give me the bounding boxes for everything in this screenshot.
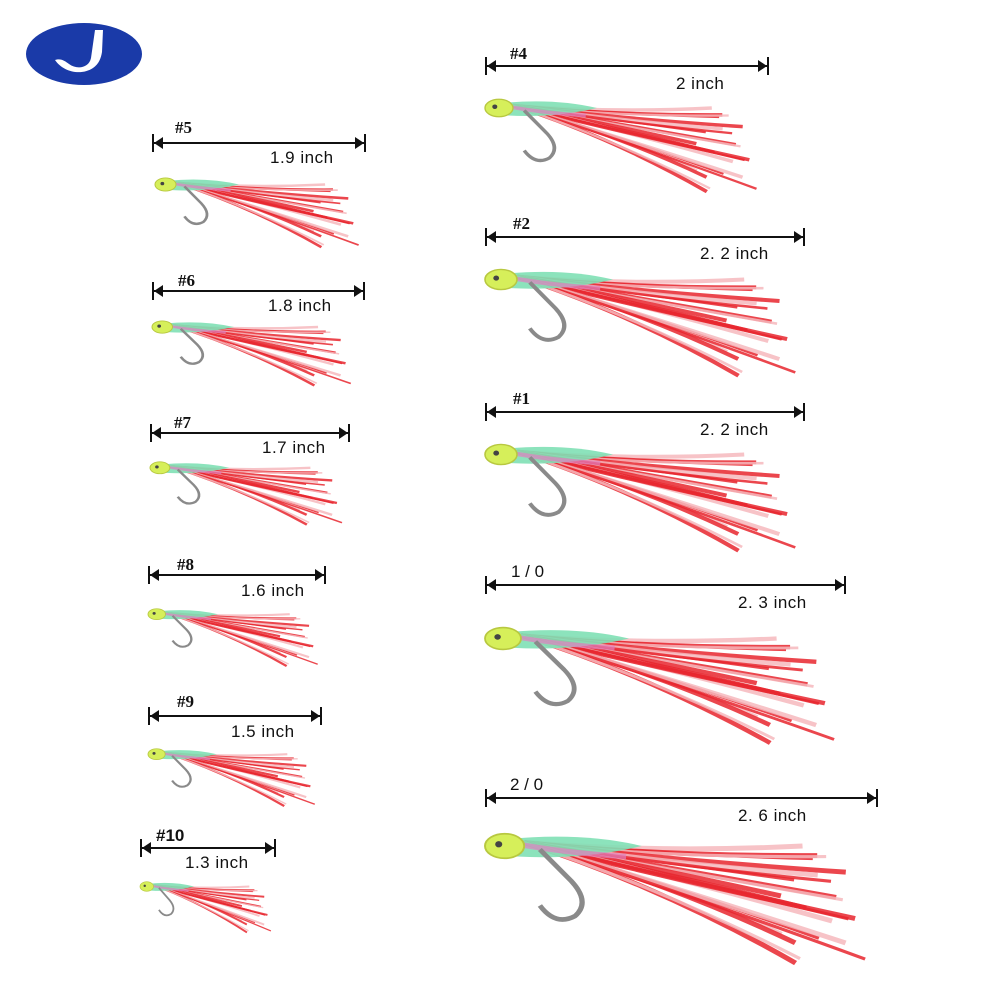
fly-lure-image [147, 608, 318, 667]
dimension-line [148, 707, 322, 725]
size-label: 1 / 0 [511, 562, 545, 581]
length-label: 1.8 inch [268, 296, 332, 315]
length-label: 1.3 inch [185, 853, 249, 872]
dimension-line [152, 134, 366, 152]
dimension-line [152, 282, 365, 300]
size-label: #2 [513, 214, 530, 233]
dimension-line [485, 57, 769, 75]
size-label: 2 / 0 [510, 775, 544, 794]
length-label: 2. 2 inch [700, 420, 769, 439]
size-label: #1 [513, 389, 530, 408]
dimension-line [485, 576, 846, 594]
length-label: 2 inch [676, 74, 725, 93]
length-label: 2. 3 inch [738, 593, 807, 612]
j-hook-logo-icon [26, 23, 142, 85]
fly-lure-image [149, 461, 343, 526]
size-label: #9 [177, 692, 194, 711]
size-label: #10 [156, 826, 185, 845]
length-label: 2. 2 inch [700, 244, 769, 263]
length-label: 1.5 inch [231, 722, 295, 741]
fly-lure-image [484, 443, 796, 553]
length-label: 1.6 inch [241, 581, 305, 600]
fly-lure-image [147, 748, 316, 807]
fly-lure-image [484, 98, 757, 194]
size-label: #7 [174, 413, 191, 432]
dimension-line [150, 424, 350, 442]
size-label: #6 [178, 271, 195, 290]
fly-lure-image [139, 881, 272, 934]
size-label: #8 [177, 555, 194, 574]
dimension-line [140, 839, 276, 857]
dimension-line [485, 228, 805, 246]
fly-lure-image [484, 268, 796, 378]
size-label: #5 [175, 118, 192, 137]
fly-lure-image [151, 320, 352, 387]
fly-lure-image [484, 832, 866, 966]
fly-lure-image [154, 177, 359, 249]
dimension-line [485, 403, 805, 421]
dimension-line [148, 566, 326, 584]
length-label: 1.7 inch [262, 438, 326, 457]
dimension-line [485, 789, 878, 807]
length-label: 1.9 inch [270, 148, 334, 167]
fly-lure-image [484, 626, 835, 745]
size-label: #4 [510, 44, 527, 63]
length-label: 2. 6 inch [738, 806, 807, 825]
